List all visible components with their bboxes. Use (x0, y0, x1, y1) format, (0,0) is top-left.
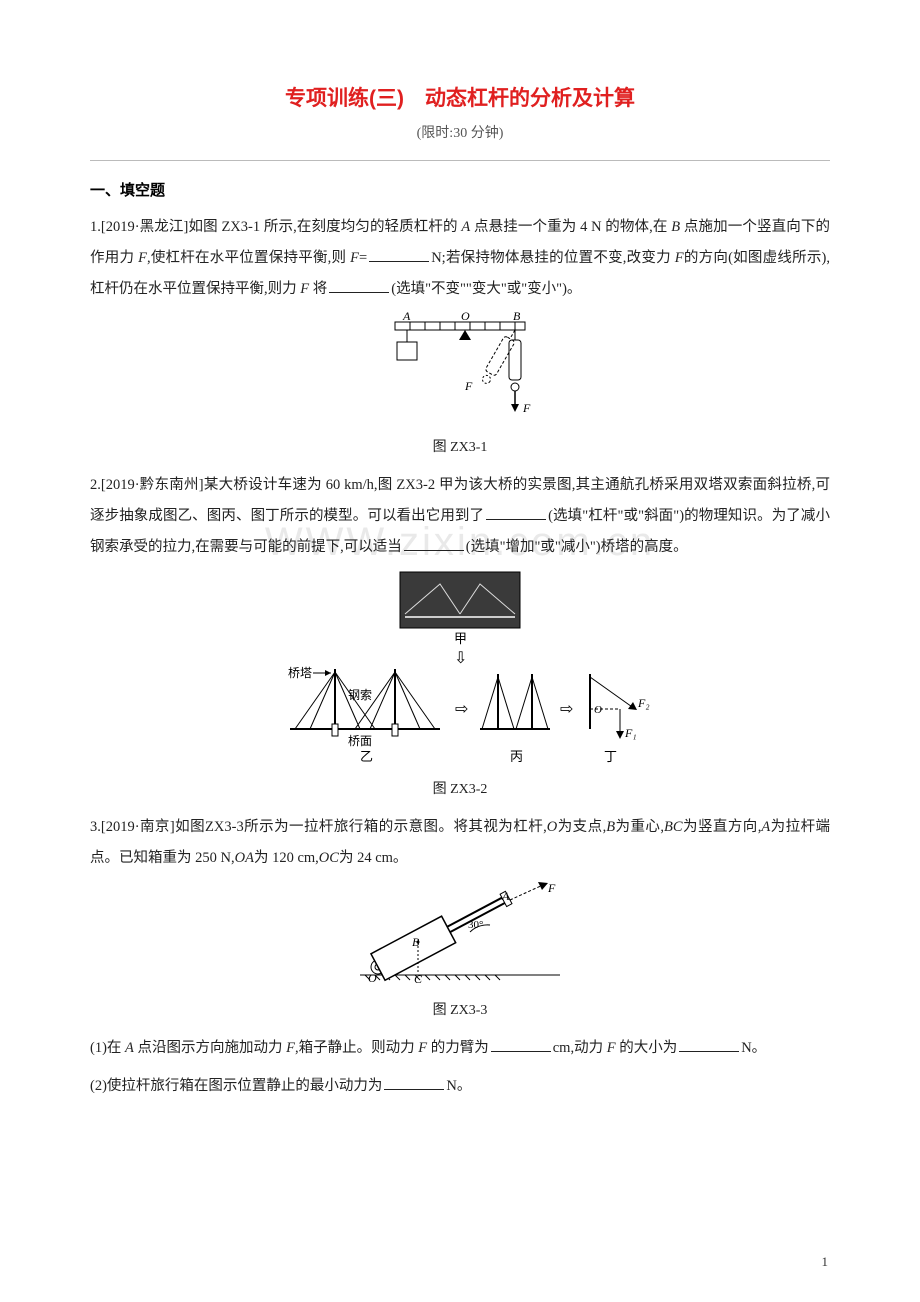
figure-1: A O B F F (90, 312, 830, 432)
text: 为重心, (615, 819, 664, 835)
figure-3-caption: 图 ZX3-3 (90, 999, 830, 1019)
label-o: O (368, 971, 377, 985)
text: 点悬挂一个重为 4 N 的物体,在 (470, 219, 671, 235)
point-a: A (125, 1040, 134, 1056)
text: 1.[2019·黑龙江]如图 ZX3-1 所示,在刻度均匀的轻质杠杆的 (90, 219, 461, 235)
page-number: 1 (822, 1254, 829, 1270)
label-f: F (547, 881, 556, 895)
figure-2-caption: 图 ZX3-2 (90, 778, 830, 798)
text: 为支点, (557, 819, 606, 835)
label-c: C (414, 972, 423, 986)
text: (选填"不变""变大"或"变小")。 (391, 281, 581, 297)
divider (90, 160, 830, 161)
label-f2: F₂ (637, 696, 650, 710)
text: 将 (309, 281, 327, 297)
label-a: A (402, 312, 411, 323)
label-qiaota: 桥塔 (288, 666, 312, 680)
blank-input[interactable] (679, 1038, 739, 1052)
text: (选填"增加"或"减小")桥塔的高度。 (466, 539, 688, 555)
text: = (359, 250, 367, 266)
label-angle: 30° (468, 919, 483, 931)
text: (1)在 (90, 1040, 125, 1056)
blank-input[interactable] (384, 1076, 444, 1090)
figure-1-caption: 图 ZX3-1 (90, 436, 830, 456)
label-f: F (464, 379, 473, 393)
text: N;若保持物体悬挂的位置不变,改变力 (431, 250, 675, 266)
label-o: O (594, 704, 602, 716)
segment-oa: OA (235, 850, 254, 866)
point-o: O (547, 819, 557, 835)
label-f1: F₁ (624, 726, 637, 740)
text: ,使杠杆在水平位置保持平衡,则 (147, 250, 350, 266)
text: (2)使拉杆旅行箱在图示位置静止的最小动力为 (90, 1078, 382, 1094)
text: ,箱子静止。则动力 (295, 1040, 418, 1056)
label-qiaomian: 桥面 (348, 734, 372, 748)
text: 的力臂为 (427, 1040, 489, 1056)
question-3: 3.[2019·南京]如图ZX3-3所示为一拉杆旅行箱的示意图。将其视为杠杆,O… (90, 812, 830, 874)
label-gangsuo: 钢索 (348, 688, 372, 702)
blank-input[interactable] (329, 279, 389, 293)
label-a: A (501, 889, 510, 903)
label-o: O (461, 312, 470, 323)
question-3-sub2: (2)使拉杆旅行箱在图示位置静止的最小动力为 N。 (90, 1071, 830, 1102)
text: N。 (446, 1078, 471, 1094)
question-1: 1.[2019·黑龙江]如图 ZX3-1 所示,在刻度均匀的轻质杠杆的 A 点悬… (90, 212, 830, 306)
label-jia: 甲 (454, 631, 467, 646)
text: 的大小为 (616, 1040, 678, 1056)
blank-input[interactable] (491, 1038, 551, 1052)
label-yi: 乙 (360, 749, 373, 764)
text: 3.[2019·南京]如图ZX3-3所示为一拉杆旅行箱的示意图。将其视为杠杆, (90, 819, 547, 835)
text: N。 (741, 1040, 766, 1056)
force-f: F (138, 250, 147, 266)
force-f: F (300, 281, 309, 297)
force-f: F (418, 1040, 427, 1056)
segment-oc: OC (319, 850, 339, 866)
text: 为竖直方向, (683, 819, 762, 835)
section-heading: 一、填空题 (90, 179, 830, 200)
text: (选填"杠杆"或"斜面") (548, 508, 684, 524)
point-b: B (606, 819, 615, 835)
figure-3: O B C A F 30° (90, 880, 830, 995)
label-f: F (522, 401, 531, 415)
figure-2: 甲 ⇩ 桥塔 钢索 桥面 乙 (90, 569, 830, 774)
blank-input[interactable] (486, 506, 546, 520)
right-arrow-icon: ⇨ (560, 701, 573, 718)
point-a: A (461, 219, 470, 235)
force-f: F (675, 250, 684, 266)
question-2: 2.[2019·黔东南州]某大桥设计车速为 60 km/h,图 ZX3-2 甲为… (90, 470, 830, 564)
text: 点沿图示方向施加动力 (134, 1040, 286, 1056)
right-arrow-icon: ⇨ (455, 701, 468, 718)
point-a: A (761, 819, 770, 835)
text: 为 24 cm。 (339, 850, 407, 866)
blank-input[interactable] (369, 248, 429, 262)
time-limit: (限时:30 分钟) (90, 122, 830, 142)
label-ding: 丁 (604, 749, 617, 764)
page-title: 专项训练(三) 动态杠杆的分析及计算 (90, 82, 830, 112)
question-3-sub1: (1)在 A 点沿图示方向施加动力 F,箱子静止。则动力 F 的力臂为cm,动力… (90, 1033, 830, 1064)
text: cm,动力 (553, 1040, 607, 1056)
point-b: B (671, 219, 680, 235)
blank-input[interactable] (404, 537, 464, 551)
down-arrow-icon: ⇩ (454, 650, 467, 667)
force-f: F (286, 1040, 295, 1056)
text: 为 120 cm, (254, 850, 319, 866)
segment-bc: BC (664, 819, 683, 835)
force-f: F (350, 250, 359, 266)
label-b: B (513, 312, 521, 323)
force-f: F (607, 1040, 616, 1056)
label-bing: 丙 (510, 749, 523, 764)
